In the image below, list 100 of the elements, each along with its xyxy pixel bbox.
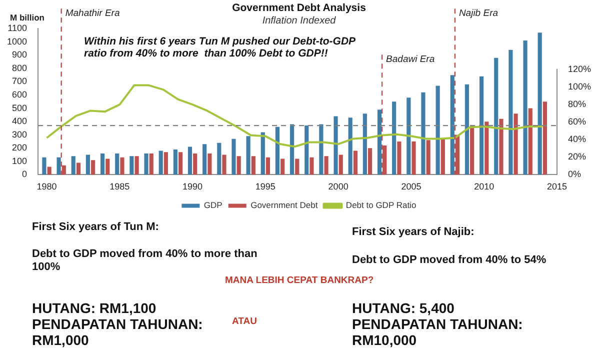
x-tick-label: 2015	[546, 182, 567, 192]
bar	[217, 142, 222, 175]
bar	[149, 153, 154, 175]
x-tick-label: 2010	[474, 182, 494, 192]
bar	[368, 148, 372, 175]
bar	[523, 40, 528, 175]
y-tick-label: 200	[12, 142, 28, 153]
bar	[542, 102, 547, 175]
bar	[251, 156, 256, 175]
bar	[528, 108, 532, 175]
y2-tick-label: 120%	[568, 64, 592, 74]
y-tick-label: 1100	[8, 23, 28, 34]
y-tick-label: 600	[12, 89, 28, 100]
bar	[222, 154, 226, 175]
bar	[266, 157, 270, 175]
x-tick-label: 1995	[255, 182, 276, 192]
bar	[260, 132, 265, 175]
bar	[188, 146, 192, 175]
bar	[91, 160, 96, 175]
chart-subtitle: Inflation Indexed	[262, 15, 336, 26]
bar	[42, 157, 46, 175]
bar	[120, 157, 124, 175]
y-tick-label: 0	[22, 169, 28, 180]
bar	[246, 136, 250, 175]
text: HUTANG: RM1,100	[32, 300, 156, 316]
bar	[164, 152, 168, 175]
bar	[202, 144, 207, 175]
bar	[144, 153, 148, 175]
y-tick-label: 700	[12, 76, 28, 86]
y2-tick-label: 40%	[568, 134, 586, 144]
bar	[514, 114, 518, 175]
bar	[178, 152, 183, 175]
x-tick-label: 1990	[182, 182, 203, 192]
chart-title: Government Debt Analysis	[232, 2, 366, 14]
bar	[440, 138, 445, 175]
bar	[412, 141, 416, 175]
bar	[193, 153, 198, 175]
text: First Six years of Najib:	[352, 226, 474, 239]
bar	[134, 156, 139, 175]
bar	[480, 76, 484, 175]
y-tick-label: 400	[12, 116, 28, 126]
y-tick-label: 900	[12, 50, 28, 60]
bar	[232, 138, 236, 175]
bar	[484, 122, 489, 175]
bar	[538, 32, 542, 175]
bar	[130, 156, 134, 175]
bar	[86, 154, 90, 175]
text: Debt to GDP moved from 40% to 54%	[352, 254, 548, 267]
bar	[275, 126, 280, 175]
bar	[406, 98, 411, 175]
y-tick-label: 500	[12, 102, 28, 113]
bar	[397, 141, 402, 175]
ref-line-label: Najib Era	[458, 8, 498, 19]
bar	[464, 84, 470, 175]
bar	[208, 153, 212, 175]
bar	[421, 92, 426, 175]
y2-tick-label: 20%	[568, 152, 586, 162]
bar	[100, 153, 105, 175]
bar	[76, 162, 81, 175]
bar	[324, 156, 328, 175]
y-tick-label: 1000	[6, 36, 28, 46]
text: PENDAPATAN TAHUNAN: RM10,000	[352, 316, 524, 348]
bar	[71, 156, 76, 175]
bar	[499, 118, 504, 175]
text: First Six years of Tun M:	[32, 221, 159, 234]
x-tick-label: 2000	[328, 182, 348, 192]
bar	[348, 118, 352, 175]
bar	[450, 75, 454, 175]
bar	[158, 150, 163, 175]
text: MANA LEBIH CEPAT BANKRAP?	[225, 275, 374, 287]
bar	[310, 157, 314, 175]
bar	[508, 50, 513, 175]
bar	[494, 58, 498, 175]
y2-tick-label: 80%	[568, 99, 586, 110]
bar	[106, 158, 110, 175]
y2-tick-label: 100%	[568, 82, 592, 92]
bar	[353, 150, 358, 175]
y-axis-title: M billion	[10, 12, 44, 23]
bar	[115, 153, 120, 175]
x-tick-label: 1980	[36, 182, 57, 192]
ref-line-label: Mahathir Era	[65, 8, 120, 19]
y2-tick-label: 60%	[568, 116, 586, 127]
bar	[362, 114, 367, 175]
bar	[304, 126, 309, 175]
bar	[377, 110, 382, 175]
ref-line-label: Badawi Era	[386, 54, 435, 65]
text: PENDAPATAN TAHUNAN: RM1,000	[32, 316, 204, 348]
bar	[426, 140, 430, 175]
bar	[319, 124, 324, 175]
text: ATAU	[232, 316, 257, 328]
y2-tick-label: 0%	[568, 169, 581, 180]
annotation: Within his first 6 years Tun M pushed our Debt-to-GDP ratio from 40% to more than 100% Debt to GDP!!	[84, 36, 357, 60]
bar	[295, 158, 300, 175]
text: HUTANG: 5,400	[352, 300, 454, 316]
y-tick-label: 100	[12, 156, 28, 166]
bar	[280, 158, 285, 175]
x-tick-label: 1985	[110, 182, 130, 192]
bar	[236, 156, 241, 175]
x-tick-label: 2005	[401, 182, 422, 192]
bar	[47, 166, 52, 175]
